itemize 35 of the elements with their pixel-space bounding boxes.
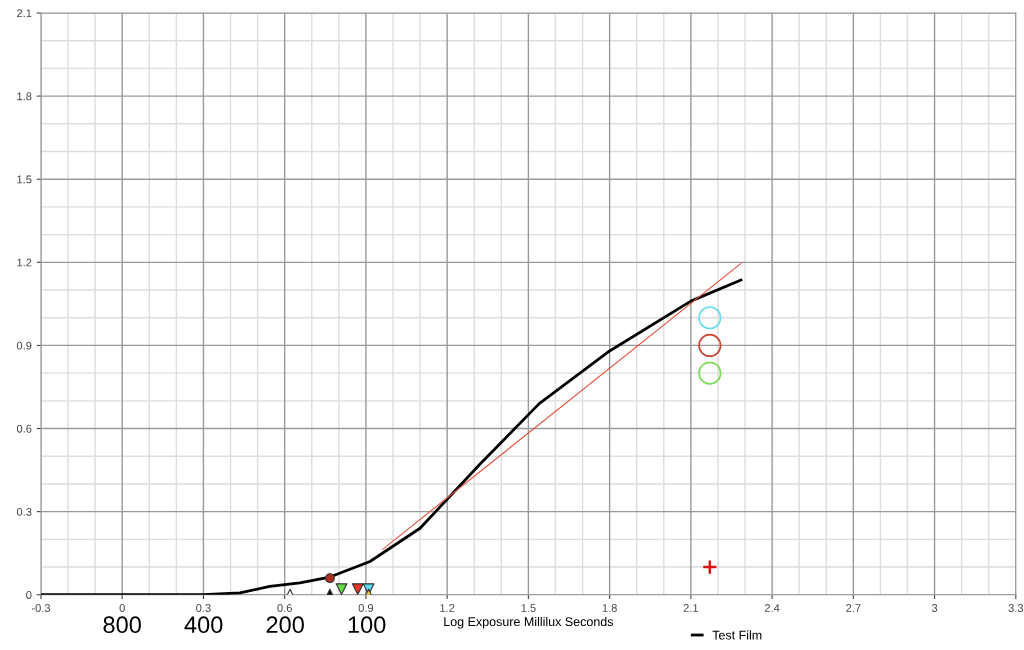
x-tick-label: 2.7 <box>846 604 861 612</box>
x-tick-label: 1.5 <box>521 604 536 612</box>
x-tick-label: 3.3 <box>1008 604 1024 612</box>
y-tick-label: 0 <box>26 591 32 599</box>
x2-tick-label: 200 <box>266 616 304 634</box>
x-tick-label: 2.1 <box>683 604 699 612</box>
x2-tick-label: 400 <box>184 616 223 634</box>
point <box>698 333 722 358</box>
y-tick-label: 1.5 <box>17 175 32 184</box>
x-tick-label: 0.6 <box>277 604 292 612</box>
x-tick-label: 1.2 <box>440 604 455 612</box>
x-axis-title: Log Exposure Millilux Seconds <box>444 616 614 629</box>
y-tick-label: 2.1 <box>17 9 32 18</box>
y-tick-label: 1.8 <box>17 92 32 101</box>
line-series <box>40 278 743 595</box>
y-tick-label: 0.6 <box>16 424 32 433</box>
x2-tick-label: 100 <box>348 616 386 634</box>
y-tick-label: 0.9 <box>16 341 32 350</box>
y-tick-label: 1.2 <box>17 258 32 267</box>
x2-tick-label: 800 <box>103 616 141 634</box>
x-tick-label: 0 <box>119 604 125 612</box>
point <box>335 583 348 595</box>
x-tick-label: -0.3 <box>31 604 51 612</box>
legend-label: Test Film <box>712 630 762 640</box>
x-tick-label: 1.8 <box>602 604 617 612</box>
point <box>698 361 722 385</box>
point <box>351 583 364 595</box>
x-tick-label: 0.9 <box>358 604 374 612</box>
x-tick-label: 0.3 <box>196 604 211 612</box>
point <box>701 559 718 575</box>
point <box>698 306 722 330</box>
y-tick-label: 0.3 <box>16 507 32 516</box>
point <box>324 573 335 584</box>
x-tick-label: 2.4 <box>764 604 780 612</box>
x-tick-label: 3 <box>931 604 938 612</box>
